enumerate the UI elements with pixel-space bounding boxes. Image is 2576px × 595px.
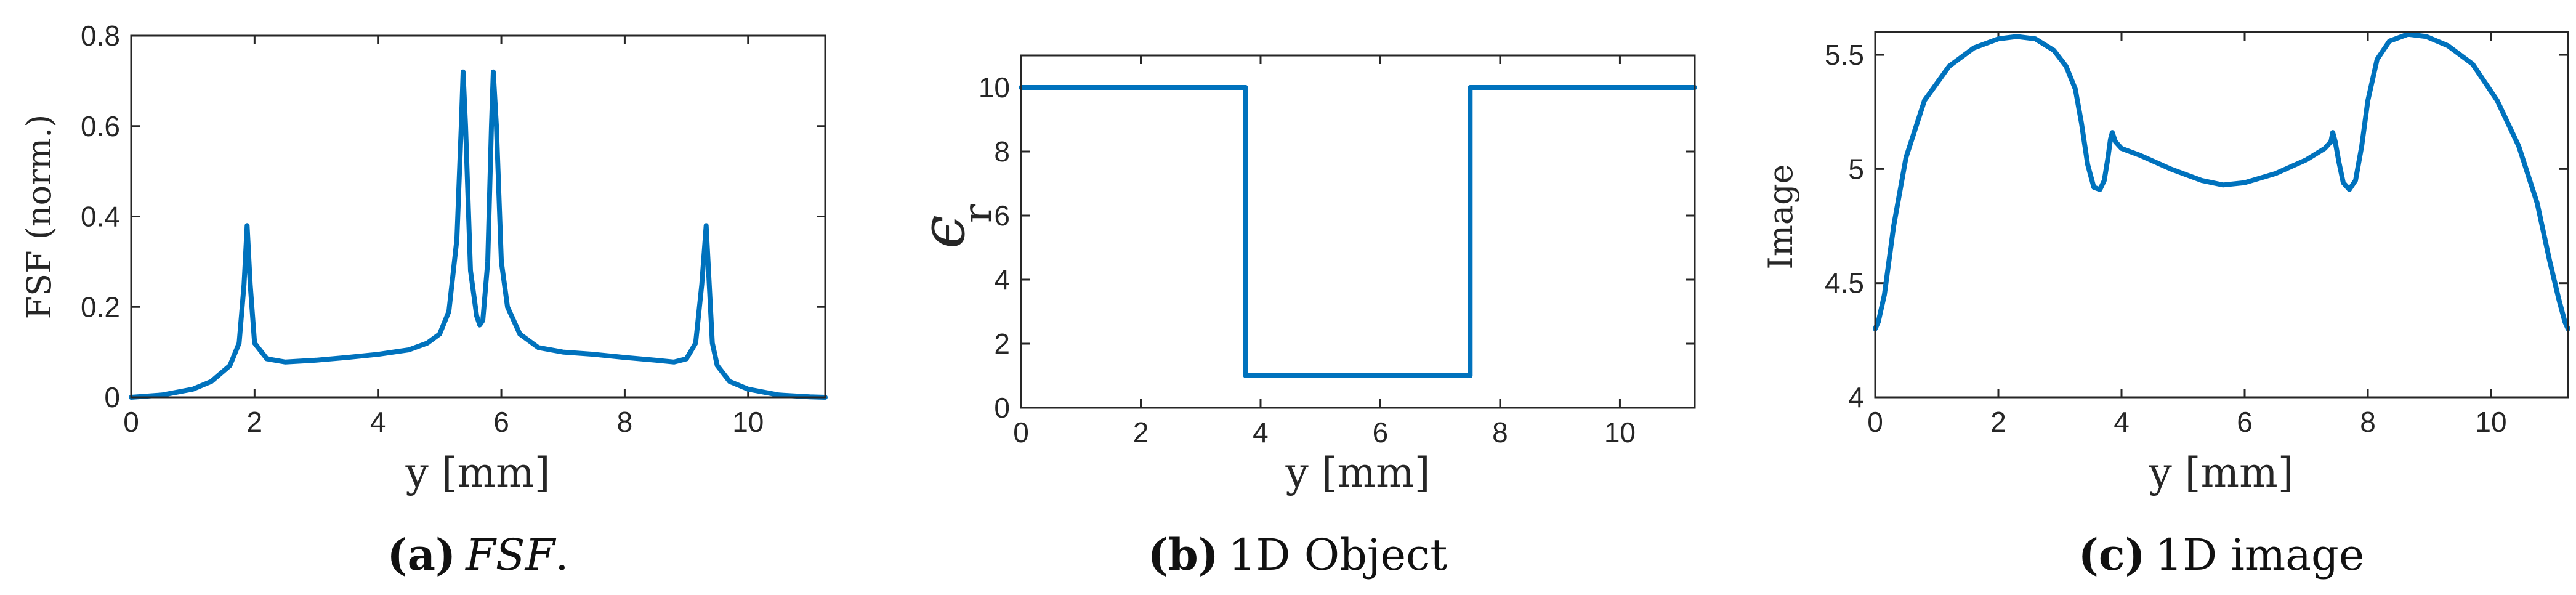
panel-a-ytick-label: 0 <box>104 381 120 413</box>
panel-b-ytick-label: 2 <box>994 328 1010 360</box>
panel-a-caption-suffix: . <box>555 530 568 580</box>
panel-c-xtick-label: 0 <box>1867 406 1883 438</box>
panel-b-ylabel-symbol: ϵ <box>908 215 979 249</box>
panel-a-caption-label: (a) <box>387 529 456 580</box>
panel-a-xtick-label: 10 <box>732 406 764 438</box>
panel-a-ticks: 0 2 4 6 8 10 0 0.2 0.4 0.6 0.8 <box>81 20 825 438</box>
panel-a-ytick-label: 0.4 <box>81 201 120 233</box>
panel-b-ytick-label: 8 <box>994 136 1010 168</box>
panel-b-xtick-label: 10 <box>1604 416 1636 448</box>
panel-c-xtick-label: 2 <box>1990 406 2006 438</box>
panel-c-caption-label: (c) <box>2078 529 2146 580</box>
panel-b-xtick-label: 6 <box>1373 416 1389 448</box>
panel-a-ytick-label: 0.8 <box>81 20 120 52</box>
panel-c-xtick-label: 8 <box>2360 406 2376 438</box>
panel-b-axes-box <box>1020 54 1696 409</box>
panel-b-ylabel-subscript: r <box>955 204 1001 223</box>
panel-b-caption-text: 1D Object <box>1229 530 1448 580</box>
panel-a-ytick-label: 0.2 <box>81 291 120 323</box>
panel-a-xtick-label: 6 <box>493 406 509 438</box>
panel-b-xtick-label: 2 <box>1133 416 1149 448</box>
panel-b-caption-label: (b) <box>1148 529 1219 580</box>
panel-c-caption-text: 1D image <box>2155 530 2365 580</box>
panel-b-xtick-label: 8 <box>1492 416 1508 448</box>
panel-b: 0 2 4 6 8 10 0 2 4 6 8 10 y [mm] ϵ r (b) 1D Object <box>908 54 1697 580</box>
panel-b-series-line <box>1019 85 1697 378</box>
panel-a-ylabel: FSF (norm.) <box>20 115 59 320</box>
panel-b-caption: (b) 1D Object <box>1148 529 1448 580</box>
panel-b-ytick-label: 4 <box>994 264 1010 296</box>
panel-b-xtick-label: 4 <box>1253 416 1269 448</box>
panel-a-xtick-label: 2 <box>247 406 263 438</box>
panel-c: 0 2 4 6 8 10 4 4.5 5 5.5 y [mm] Image (c) 1D image <box>1761 31 2570 580</box>
panel-b-ylabel: ϵ r <box>908 204 1001 249</box>
panel-c-ylabel: Image <box>1761 164 1800 269</box>
panel-a-xtick-label: 8 <box>617 406 633 438</box>
panel-c-ytick-label: 5 <box>1848 153 1864 185</box>
panel-c-xtick-label: 6 <box>2237 406 2253 438</box>
panel-b-ticks: 0 2 4 6 8 10 0 2 4 6 8 10 <box>979 55 1695 448</box>
panel-a-xtick-label: 0 <box>123 406 139 438</box>
panel-c-ytick-label: 5.5 <box>1825 39 1864 71</box>
panel-c-ticks: 0 2 4 6 8 10 4 4.5 5 5.5 <box>1825 32 2568 438</box>
panel-c-ytick-label: 4.5 <box>1825 267 1864 299</box>
panel-c-xlabel: y [mm] <box>2149 449 2294 496</box>
panel-a-ytick-label: 0.6 <box>81 110 120 142</box>
panel-c-ytick-label: 4 <box>1848 381 1864 413</box>
panel-b-ytick-label: 0 <box>994 392 1010 424</box>
panel-b-ytick-label: 10 <box>979 71 1010 103</box>
panel-a-xlabel: y [mm] <box>405 449 551 496</box>
panel-c-xtick-label: 10 <box>2475 406 2506 438</box>
panel-b-ytick-label: 6 <box>994 200 1010 232</box>
panel-c-axes-box <box>1874 31 2569 399</box>
panel-b-xtick-label: 0 <box>1013 416 1029 448</box>
panel-a-series-line <box>129 69 828 400</box>
panel-c-xtick-label: 4 <box>2114 406 2130 438</box>
panel-c-caption: (c) 1D image <box>2078 529 2365 580</box>
panel-a-axes-box <box>130 34 826 399</box>
panel-a-caption: (a) FSF. <box>387 529 569 580</box>
panel-a-xtick-label: 4 <box>370 406 386 438</box>
panel-b-xlabel: y [mm] <box>1285 449 1431 496</box>
panel-a-caption-text: FSF <box>464 530 557 580</box>
panel-c-series-line <box>1873 31 2570 331</box>
